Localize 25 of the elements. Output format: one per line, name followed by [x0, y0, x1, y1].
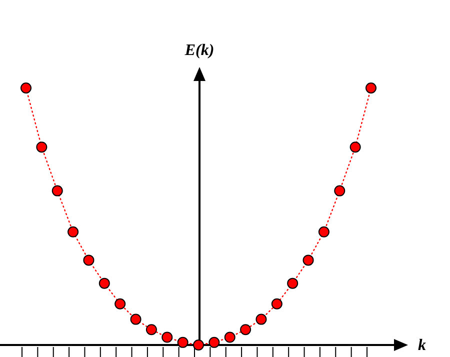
point	[36, 142, 48, 153]
point	[52, 185, 63, 196]
point	[20, 82, 32, 94]
point	[350, 142, 361, 153]
point	[256, 314, 267, 325]
point	[208, 336, 220, 348]
point	[130, 314, 142, 325]
point	[146, 324, 157, 336]
y-axis-title: E(k)	[184, 42, 214, 59]
point	[98, 278, 110, 289]
point	[318, 226, 330, 238]
point	[366, 82, 376, 94]
point	[68, 226, 79, 238]
point	[334, 185, 346, 196]
point	[177, 336, 188, 348]
point	[224, 332, 236, 343]
point	[114, 298, 126, 310]
point	[302, 254, 314, 266]
x-axis-title: k	[418, 337, 426, 354]
point	[287, 278, 298, 289]
point	[83, 254, 94, 266]
point	[271, 298, 282, 310]
point	[193, 340, 204, 350]
point	[240, 324, 252, 336]
point	[162, 332, 173, 343]
